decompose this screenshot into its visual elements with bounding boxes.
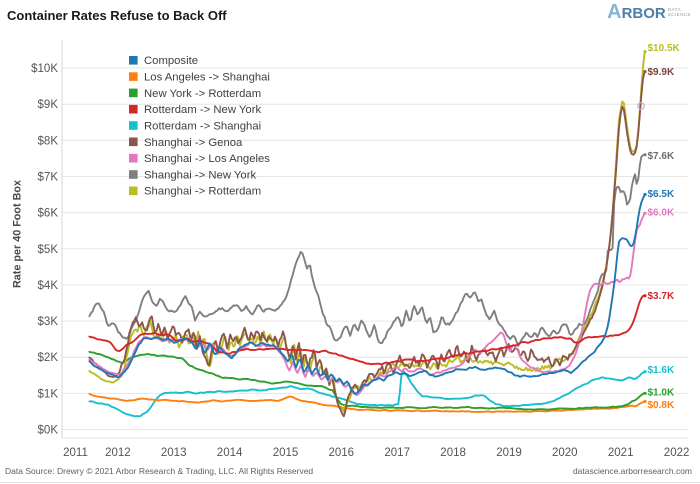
svg-text:$0K: $0K [38,425,59,437]
svg-text:Rotterdam -> New York: Rotterdam -> New York [144,104,261,116]
svg-text:$3K: $3K [38,316,59,328]
svg-text:Shanghai -> Los Angeles: Shanghai -> Los Angeles [144,153,270,165]
svg-text:2019: 2019 [496,447,522,459]
svg-text:$10K: $10K [31,63,58,75]
svg-text:$0.8K: $0.8K [648,400,675,411]
svg-text:2017: 2017 [384,447,410,459]
svg-text:2014: 2014 [217,447,243,459]
svg-text:$8K: $8K [38,135,59,147]
svg-text:2018: 2018 [440,447,466,459]
svg-text:2015: 2015 [273,447,299,459]
svg-text:2022: 2022 [664,447,690,459]
svg-text:$3.7K: $3.7K [648,291,675,302]
svg-text:$6.5K: $6.5K [648,189,675,200]
svg-text:$1.0K: $1.0K [648,388,675,399]
svg-text:$7.6K: $7.6K [648,151,675,162]
svg-text:$10.5K: $10.5K [648,43,681,54]
svg-text:$1K: $1K [38,388,59,400]
svg-text:Rotterdam -> Shanghai: Rotterdam -> Shanghai [144,120,261,132]
svg-text:$6.0K: $6.0K [648,208,675,219]
svg-text:New York -> Rotterdam: New York -> Rotterdam [144,88,261,100]
svg-text:$4K: $4K [38,280,59,292]
svg-text:Rate per 40 Foot Box: Rate per 40 Foot Box [12,180,24,288]
svg-text:$9K: $9K [38,99,59,111]
svg-text:Shanghai -> Rotterdam: Shanghai -> Rotterdam [144,186,261,198]
svg-text:2011: 2011 [63,447,88,459]
svg-text:$6K: $6K [38,208,59,220]
svg-text:$7K: $7K [38,172,59,184]
svg-text:$1.6K: $1.6K [648,365,675,376]
svg-text:2012: 2012 [105,447,131,459]
svg-text:Shanghai -> New York: Shanghai -> New York [144,169,256,181]
svg-text:$9.9K: $9.9K [648,67,675,78]
svg-text:2016: 2016 [329,447,355,459]
svg-text:2021: 2021 [608,447,634,459]
svg-text:Composite: Composite [144,55,198,67]
svg-text:$5K: $5K [38,244,59,256]
svg-text:2020: 2020 [552,447,578,459]
svg-text:Los Angeles -> Shanghai: Los Angeles -> Shanghai [144,72,270,84]
svg-text:2013: 2013 [161,447,187,459]
svg-text:Shanghai -> Genoa: Shanghai -> Genoa [144,137,243,149]
svg-text:$2K: $2K [38,352,59,364]
